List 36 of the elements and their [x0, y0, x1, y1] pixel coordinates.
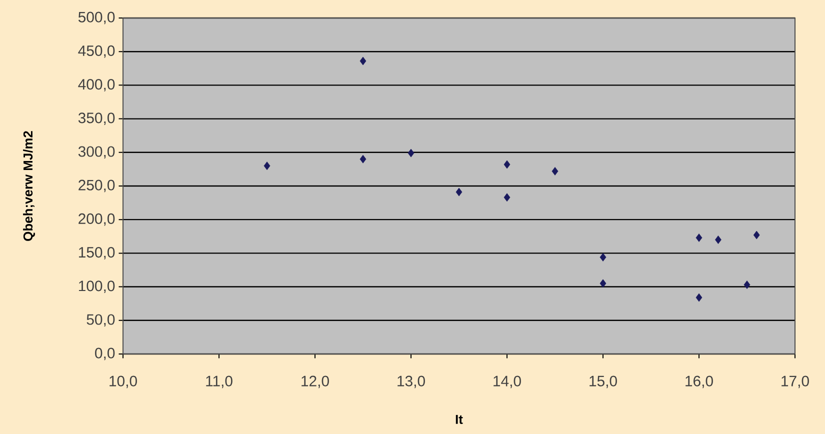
point	[715, 236, 722, 244]
point	[696, 293, 702, 302]
point	[744, 280, 750, 289]
point	[360, 154, 366, 164]
y-tick-label: 400,0	[78, 79, 115, 92]
point	[360, 56, 366, 66]
point	[600, 279, 606, 288]
point	[264, 162, 270, 170]
x-tick-label: 12,0	[302, 376, 329, 388]
point	[456, 188, 462, 196]
y-tick-label: 50,0	[86, 314, 115, 327]
y-tick-label: 500,0	[78, 12, 115, 24]
x-tick-label: 15,0	[590, 376, 617, 388]
y-tick-label: 0,0	[95, 348, 115, 360]
point	[753, 230, 760, 240]
point	[696, 234, 702, 242]
y-tick-label: 100,0	[78, 280, 115, 293]
y-tick-label: 350,0	[78, 112, 115, 125]
point	[504, 160, 510, 169]
point	[600, 253, 606, 262]
x-tick-label: 11,0	[206, 376, 232, 388]
y-tick-label: 250,0	[78, 180, 115, 192]
x-tick-label: 17,0	[782, 376, 809, 388]
x-axis-title: It	[456, 414, 463, 424]
y-tick-label: 300,0	[78, 146, 115, 159]
y-axis-title: Qbeh;verw MJ/m2	[23, 131, 35, 241]
x-tick-label: 16,0	[686, 376, 713, 388]
y-tick-label: 200,0	[78, 213, 115, 226]
point	[408, 148, 414, 158]
y-tick-label: 450,0	[78, 45, 115, 58]
point	[504, 193, 510, 202]
x-tick-label: 14,0	[494, 376, 521, 388]
x-tick-label: 13,0	[398, 376, 425, 388]
y-tick-label: 150,0	[78, 247, 115, 260]
x-tick-label: 10,0	[110, 376, 137, 388]
point	[552, 167, 558, 176]
